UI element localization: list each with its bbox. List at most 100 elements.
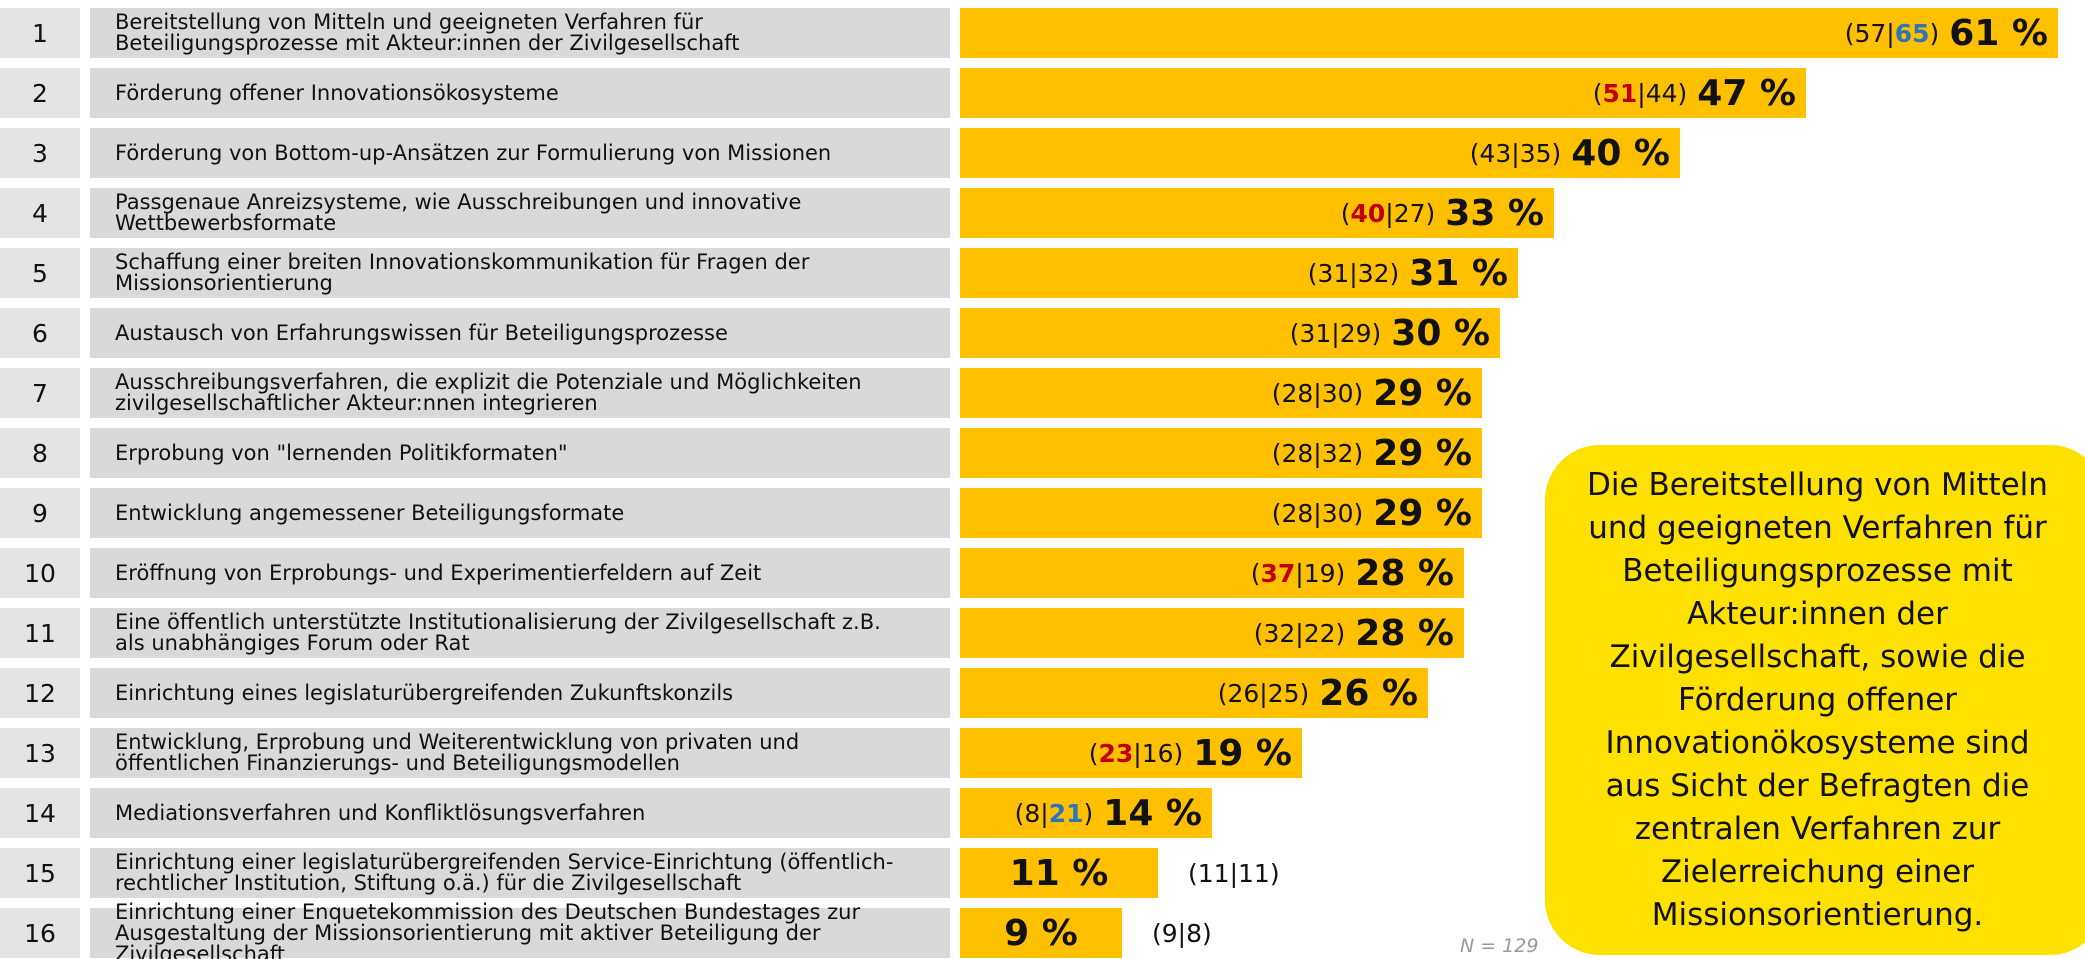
pair-close: ) bbox=[1299, 678, 1310, 708]
pair-value: 30 bbox=[1321, 498, 1354, 528]
percent: 40 % bbox=[1571, 132, 1670, 174]
percent: 28 % bbox=[1355, 552, 1454, 594]
rank: 2 bbox=[0, 68, 80, 118]
pair-open: ( bbox=[1250, 558, 1261, 588]
bar bbox=[960, 8, 2058, 58]
pair-separator: | bbox=[1313, 378, 1322, 408]
pair-open: ( bbox=[1271, 498, 1282, 528]
rank: 10 bbox=[0, 548, 80, 598]
percent: 9 % bbox=[1004, 912, 1078, 954]
rank: 15 bbox=[0, 848, 80, 898]
pair-open: ( bbox=[1592, 78, 1603, 108]
bar bbox=[960, 548, 1464, 598]
pair-separator: | bbox=[1886, 18, 1895, 48]
pair-value: 32 bbox=[1357, 258, 1390, 288]
value-label: (37|19) 28 % bbox=[1251, 548, 1454, 598]
pair-value: 35 bbox=[1519, 138, 1552, 168]
percent: 30 % bbox=[1391, 312, 1490, 354]
pair-value: 31 bbox=[1317, 258, 1350, 288]
pair-separator: | bbox=[1295, 618, 1304, 648]
category-label: Schaffung einer breiten Innovationskommu… bbox=[90, 248, 950, 298]
pair-open: ( bbox=[1271, 438, 1282, 468]
pair-close: ) bbox=[1551, 138, 1562, 168]
pair-value: 40 bbox=[1350, 198, 1386, 228]
value-label: (28|32) 29 % bbox=[1272, 428, 1472, 478]
pair-label: (11|11) bbox=[1188, 859, 1280, 888]
category-label: Eröffnung von Erprobungs- und Experiment… bbox=[90, 548, 950, 598]
pair-label: (40|27) bbox=[1341, 199, 1436, 228]
bar bbox=[960, 908, 1122, 958]
pair-label: (23|16) bbox=[1089, 739, 1184, 768]
pair-value: 28 bbox=[1281, 378, 1314, 408]
bar bbox=[960, 848, 1158, 898]
pair-value: 32 bbox=[1321, 438, 1354, 468]
value-label: (40|27) 33 % bbox=[1341, 188, 1544, 238]
pair-value: 11 bbox=[1197, 858, 1230, 888]
pair-value: 29 bbox=[1339, 318, 1372, 348]
value-label: (8|21) 14 % bbox=[1015, 788, 1202, 838]
rank: 4 bbox=[0, 188, 80, 238]
pair-value: 43 bbox=[1479, 138, 1512, 168]
value-label: 9 % bbox=[960, 908, 1122, 958]
bar bbox=[960, 608, 1464, 658]
pair-label: (43|35) bbox=[1470, 139, 1562, 168]
pair-close: ) bbox=[1389, 258, 1400, 288]
pair-close: ) bbox=[1371, 318, 1382, 348]
pair-close: ) bbox=[1335, 618, 1346, 648]
pair-value: 8 bbox=[1024, 798, 1041, 828]
rank: 11 bbox=[0, 608, 80, 658]
pair-open: ( bbox=[1253, 618, 1264, 648]
rank: 3 bbox=[0, 128, 80, 178]
category-label: Entwicklung angemessener Beteiligungsfor… bbox=[90, 488, 950, 538]
pair-value: 37 bbox=[1260, 558, 1296, 588]
percent: 29 % bbox=[1373, 492, 1472, 534]
percent: 31 % bbox=[1409, 252, 1508, 294]
bar bbox=[960, 368, 1482, 418]
rank: 12 bbox=[0, 668, 80, 718]
pair-label: (57|65) bbox=[1845, 19, 1940, 48]
category-label: Passgenaue Anreizsysteme, wie Ausschreib… bbox=[90, 188, 950, 238]
pair-separator: | bbox=[1385, 198, 1394, 228]
value-label-outside: (9|8) bbox=[1152, 908, 1212, 958]
bar bbox=[960, 68, 1806, 118]
value-label-outside: (11|11) bbox=[1188, 848, 1280, 898]
pair-close: ) bbox=[1083, 798, 1094, 828]
value-label: (51|44) 47 % bbox=[1593, 68, 1796, 118]
category-label: Bereitstellung von Mitteln und geeignete… bbox=[90, 8, 950, 58]
pair-value: 31 bbox=[1299, 318, 1332, 348]
pair-value: 28 bbox=[1281, 498, 1314, 528]
pair-close: ) bbox=[1335, 558, 1346, 588]
percent: 33 % bbox=[1445, 192, 1544, 234]
percent: 11 % bbox=[1009, 852, 1109, 894]
callout: Die Bereitstellung von Mitteln und geeig… bbox=[1545, 445, 2085, 955]
value-label: 11 % bbox=[960, 848, 1158, 898]
rank: 9 bbox=[0, 488, 80, 538]
pair-value: 26 bbox=[1227, 678, 1260, 708]
bar bbox=[960, 308, 1500, 358]
value-label: (57|65) 61 % bbox=[1845, 8, 2048, 58]
pair-open: ( bbox=[1289, 318, 1300, 348]
value-label: (28|30) 29 % bbox=[1272, 488, 1472, 538]
percent: 47 % bbox=[1697, 72, 1796, 114]
category-label: Einrichtung eines legislaturübergreifend… bbox=[90, 668, 950, 718]
bar bbox=[960, 128, 1680, 178]
pair-separator: | bbox=[1313, 438, 1322, 468]
pair-label: (28|32) bbox=[1272, 439, 1364, 468]
pair-open: ( bbox=[1014, 798, 1025, 828]
bar bbox=[960, 788, 1212, 838]
percent: 29 % bbox=[1373, 372, 1472, 414]
category-label: Austausch von Erfahrungswissen für Betei… bbox=[90, 308, 950, 358]
pair-label: (31|29) bbox=[1290, 319, 1382, 348]
category-label: Förderung offener Innovationsökosysteme bbox=[90, 68, 950, 118]
pair-value: 57 bbox=[1854, 18, 1887, 48]
pair-open: ( bbox=[1152, 918, 1162, 948]
pair-open: ( bbox=[1844, 18, 1855, 48]
category-label: Einrichtung einer legislaturübergreifend… bbox=[90, 848, 950, 898]
pair-close: ) bbox=[1173, 738, 1184, 768]
pair-value: 22 bbox=[1303, 618, 1336, 648]
category-label: Ausschreibungsverfahren, die explizit di… bbox=[90, 368, 950, 418]
pair-label: (28|30) bbox=[1272, 379, 1364, 408]
percent: 14 % bbox=[1103, 792, 1202, 834]
pair-separator: | bbox=[1177, 918, 1187, 948]
